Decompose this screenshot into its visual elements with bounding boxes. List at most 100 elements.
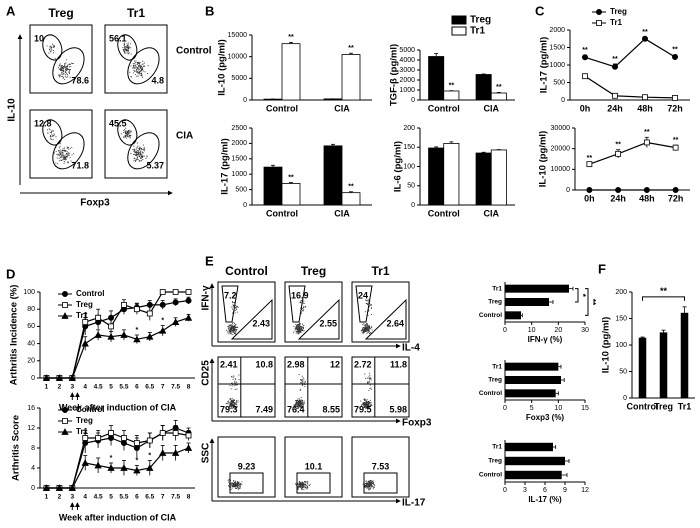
marker	[582, 54, 589, 61]
event-dot	[62, 66, 64, 68]
event-dot	[139, 66, 141, 68]
bracket	[575, 288, 579, 303]
event-dot	[63, 67, 65, 69]
event-dot	[231, 385, 233, 387]
gate	[127, 132, 160, 170]
y-tick-label: 1500	[549, 44, 565, 51]
x-tick-label: 4	[83, 494, 87, 501]
marker	[146, 437, 153, 444]
event-dot	[236, 402, 238, 404]
event-dot	[296, 400, 298, 402]
event-dot	[64, 63, 66, 65]
event-dot	[141, 66, 143, 68]
event-dot	[140, 70, 142, 72]
event-dot	[230, 327, 232, 329]
marker	[586, 161, 593, 168]
event-dot	[368, 326, 370, 328]
event-dot	[298, 333, 300, 335]
event-dot	[367, 407, 369, 409]
event-dot	[303, 307, 305, 309]
event-dot	[293, 403, 295, 406]
event-dot	[69, 157, 71, 159]
event-dot	[299, 331, 301, 333]
x-tick-label: 9	[563, 487, 567, 494]
event-dot	[138, 69, 140, 71]
event-dot	[141, 76, 144, 78]
bar	[505, 470, 562, 480]
event-dot	[61, 150, 63, 152]
event-dot	[137, 159, 139, 161]
quadrant-value: 12	[330, 359, 340, 369]
event-dot	[66, 74, 68, 76]
y-tick-label: Control	[479, 312, 502, 319]
event-dot	[300, 312, 303, 314]
event-dot	[136, 154, 138, 156]
event-dot	[68, 155, 70, 157]
event-dot	[301, 375, 303, 377]
event-dot	[133, 145, 135, 147]
event-dot	[235, 403, 237, 405]
x-tick-label: 6.5	[145, 384, 154, 391]
event-dot	[232, 378, 234, 380]
event-dot	[298, 486, 300, 488]
event-dot	[65, 74, 67, 76]
event-dot	[305, 482, 307, 484]
event-dot	[125, 48, 127, 50]
event-dot	[133, 149, 135, 151]
event-dot	[227, 332, 229, 334]
x-tick-label: 0	[503, 405, 507, 412]
event-dot	[64, 156, 66, 159]
event-dot	[364, 373, 366, 375]
gate-value: 9.23	[238, 461, 256, 471]
event-dot	[230, 329, 232, 331]
event-dot	[234, 326, 236, 328]
event-dot	[233, 480, 235, 482]
y-tick-label: 4000	[399, 57, 415, 64]
y-tick-label: 0	[411, 97, 415, 104]
event-dot	[67, 66, 69, 68]
bar	[505, 284, 569, 293]
y-tick-label: 10000	[228, 54, 248, 61]
event-dot	[69, 69, 71, 71]
event-dot	[53, 45, 56, 47]
event-dot	[232, 407, 234, 409]
marker	[185, 432, 192, 439]
marker	[642, 35, 649, 42]
event-dot	[367, 481, 369, 483]
event-dot	[367, 303, 369, 305]
event-dot	[302, 308, 304, 310]
event-dot	[235, 326, 237, 328]
event-dot	[66, 76, 68, 78]
event-dot	[232, 312, 234, 314]
event-dot	[237, 488, 239, 491]
x-tick-label: 2	[58, 384, 62, 391]
event-dot	[231, 482, 233, 484]
event-dot	[235, 324, 237, 326]
event-dot	[299, 403, 301, 405]
event-dot	[136, 151, 139, 154]
event-dot	[234, 312, 236, 314]
event-dot	[134, 65, 136, 67]
event-dot	[307, 482, 309, 485]
y-tick-label: Tr1	[492, 285, 502, 292]
event-dot	[294, 330, 296, 332]
event-dot	[65, 66, 67, 68]
gate-value: 2.64	[386, 318, 404, 328]
gate	[127, 47, 160, 85]
event-dot	[295, 332, 297, 334]
event-dot	[128, 133, 130, 135]
event-dot	[125, 50, 127, 52]
event-dot	[301, 482, 303, 485]
marker	[107, 464, 115, 471]
event-dot	[368, 481, 370, 483]
gate-value: 5.37	[146, 160, 164, 170]
event-dot	[135, 60, 137, 62]
series-line	[46, 447, 189, 489]
flow-plot	[217, 356, 276, 418]
event-dot	[231, 403, 233, 405]
event-dot	[234, 380, 236, 382]
event-dot	[62, 69, 64, 71]
event-dot	[232, 331, 235, 333]
event-dot	[51, 131, 53, 133]
event-dot	[132, 72, 135, 74]
